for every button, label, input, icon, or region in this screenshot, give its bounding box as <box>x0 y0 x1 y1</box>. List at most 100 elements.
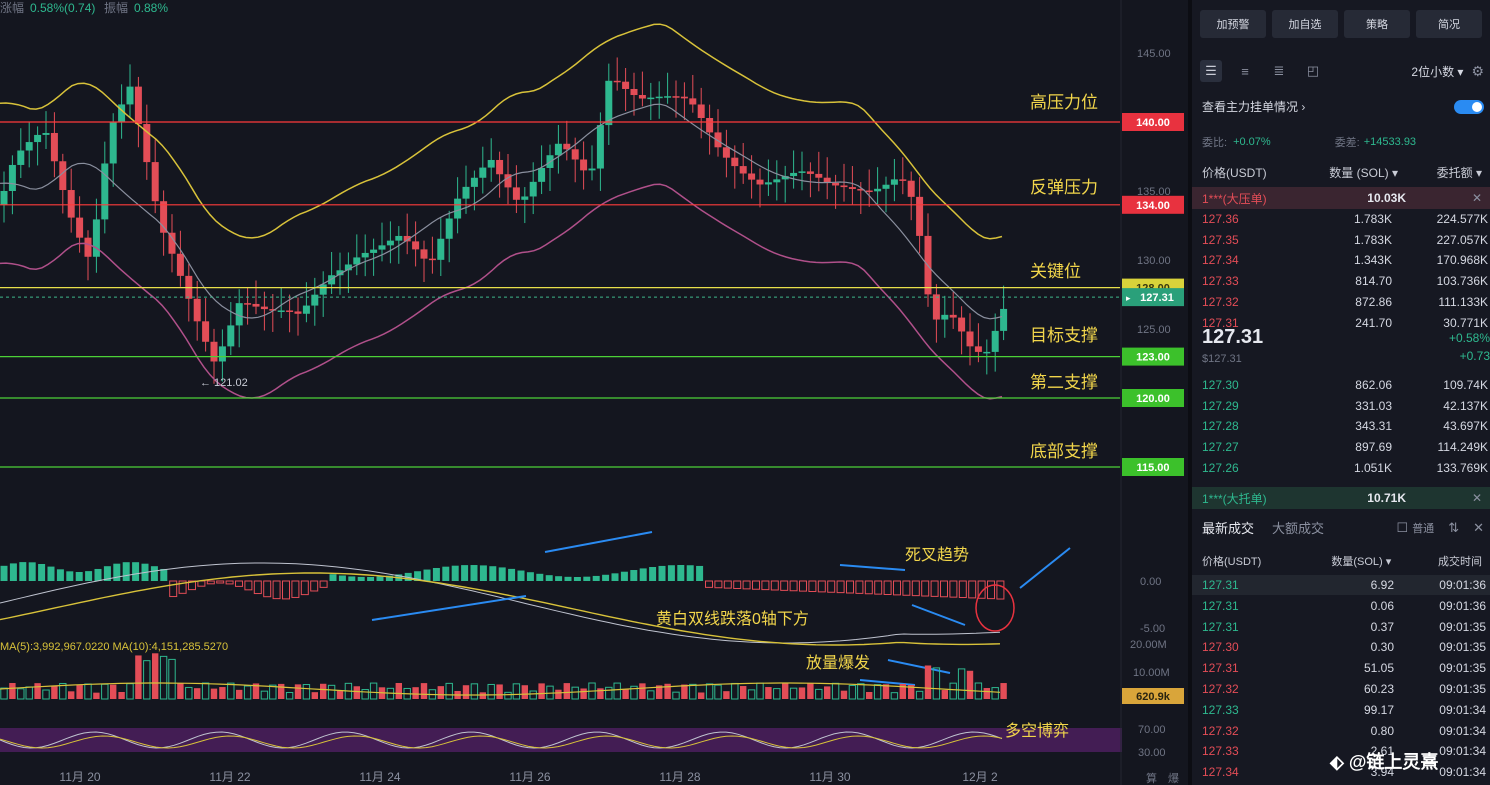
ask-row[interactable]: 127.31 241.70 30.771K <box>1192 313 1490 333</box>
trade-row[interactable]: 127.33 99.17 09:01:34 <box>1192 700 1490 720</box>
trade-row[interactable]: 127.31 0.06 09:01:36 <box>1192 596 1490 616</box>
add-watchlist-button[interactable]: 加自选 <box>1272 10 1338 38</box>
macd-bar <box>47 566 55 581</box>
tab-large-trades[interactable]: 大额成交 <box>1272 521 1325 536</box>
trade-row[interactable]: 127.34 3.94 09:01:34 <box>1192 762 1490 782</box>
volume-bar <box>521 685 528 699</box>
chart-area[interactable]: 涨幅 0.58%(0.74) 振幅 0.88% 145.00 140.00 135.00 13… <box>0 0 1188 785</box>
volume-current-tag <box>1122 688 1184 704</box>
annotation-arrow <box>859 679 916 686</box>
candle-body <box>630 88 638 96</box>
price-level-label: 高压力位 <box>1030 93 1098 112</box>
close-icon[interactable]: ✕ <box>1473 519 1484 535</box>
bid-row[interactable]: 127.28 343.31 43.697K <box>1192 416 1490 436</box>
volume-bar <box>201 682 210 700</box>
y-tick-label: 130.00 <box>1137 255 1171 267</box>
price-level-tag-text: 140.00 <box>1136 117 1170 129</box>
close-icon[interactable]: ✕ <box>1471 491 1482 505</box>
volume-bar <box>42 689 50 700</box>
big-order-toggle[interactable] <box>1454 99 1484 114</box>
candle-body <box>764 182 772 185</box>
ask-row[interactable]: 127.32 872.86 111.133K <box>1192 292 1490 312</box>
price-level-tag-text: 123.00 <box>1136 352 1170 364</box>
volume-bar <box>336 690 344 699</box>
trade-row[interactable]: 127.31 0.37 09:01:35 <box>1192 617 1490 637</box>
bid-row-total: 43.697K <box>1443 419 1488 434</box>
price-chart[interactable]: 涨幅 0.58%(0.74) 振幅 0.88% 145.00 140.00 135.00 13… <box>0 0 1188 785</box>
ask-row[interactable]: 127.34 1.343K 170.968K <box>1192 250 1490 270</box>
candle-body <box>983 351 991 354</box>
asks-only-icon[interactable]: ≣ <box>1273 63 1285 78</box>
ask-row[interactable]: 127.33 814.70 103.736K <box>1192 271 1490 291</box>
trade-row[interactable]: 127.32 0.80 09:01:34 <box>1192 721 1490 741</box>
volume-bar <box>143 660 151 700</box>
macd-bar <box>56 569 64 581</box>
candle-body <box>958 317 966 332</box>
candle-body <box>916 196 924 236</box>
candle-body <box>302 305 310 314</box>
trade-row[interactable]: 127.31 6.92 09:01:36 <box>1192 575 1490 595</box>
macd-bar <box>940 580 948 598</box>
side-panel: 加预警 加自选 策略 简况 ☰ ≡ ≣ ◰ 2位小数 ▾ ⚙ 查看主力挂单情况 … <box>1192 0 1490 785</box>
volume-bar <box>991 687 999 700</box>
ask-row[interactable]: 127.36 1.783K 224.577K <box>1192 209 1490 229</box>
ask-row-qty: 814.70 <box>1355 274 1392 289</box>
big-sell-bar[interactable]: 1***(大压单) 10.03K ✕ <box>1192 187 1490 209</box>
qty-header[interactable]: 数量 (SOL) ▾ <box>1329 165 1398 180</box>
sort-icon[interactable]: ⇅ <box>1448 519 1460 535</box>
bid-row[interactable]: 127.30 862.06 109.74K <box>1192 375 1490 395</box>
candle-body <box>722 147 730 158</box>
total-header[interactable]: 委托额 ▾ <box>1436 165 1482 180</box>
candle-body <box>529 181 537 197</box>
panel-divider[interactable] <box>1188 0 1192 785</box>
volume-bar <box>51 685 58 699</box>
volume-bar <box>152 653 159 699</box>
trade-row[interactable]: 127.31 51.05 09:01:35 <box>1192 658 1490 678</box>
close-icon[interactable]: ✕ <box>1471 191 1482 205</box>
depth-icon[interactable]: ◰ <box>1306 63 1320 78</box>
strategy-button[interactable]: 策略 <box>1344 10 1410 38</box>
volume-bar <box>361 689 369 700</box>
price-level-tag-text: 120.00 <box>1136 393 1170 405</box>
candle-body <box>622 81 630 89</box>
volume-bar <box>185 686 193 700</box>
bid-row[interactable]: 127.26 1.051K 133.769K <box>1192 458 1490 478</box>
bid-row-qty: 897.69 <box>1355 440 1392 455</box>
overview-button[interactable]: 简况 <box>1416 10 1482 38</box>
change-value: 0.58%(0.74) <box>30 1 95 15</box>
settings-icon[interactable]: ⚙ <box>1471 62 1484 79</box>
big-buy-bar[interactable]: 1***(大托单) 10.71K ✕ <box>1192 487 1490 509</box>
macd-bar <box>263 580 272 598</box>
trade-row[interactable]: 127.33 2.61 09:01:34 <box>1192 741 1490 761</box>
macd-bar <box>958 580 967 599</box>
y-tick-label: 125.00 <box>1137 324 1171 336</box>
kdj-axis-label: 70.00 <box>1138 724 1166 736</box>
candle-body <box>748 173 756 180</box>
bid-row[interactable]: 127.27 897.69 114.249K <box>1192 437 1490 457</box>
bids-only-icon[interactable]: ≡ <box>1241 63 1249 79</box>
ask-row[interactable]: 127.35 1.783K 227.057K <box>1192 230 1490 250</box>
macd-bar <box>282 580 290 600</box>
change-percent: +0.58% <box>1448 331 1490 345</box>
trade-qty-header[interactable]: 数量(SOL) ▾ <box>1331 556 1392 568</box>
decimal-select[interactable]: 2位小数 ▾ <box>1411 64 1464 79</box>
ask-row-total: 227.057K <box>1436 232 1488 247</box>
trade-row[interactable]: 127.30 0.30 09:01:35 <box>1192 637 1490 657</box>
both-sides-icon[interactable]: ☰ <box>1200 60 1222 82</box>
candle-body <box>756 179 764 185</box>
alert-button[interactable]: 加预警 <box>1200 10 1266 38</box>
big-order-toggle-row: 查看主力挂单情况 › <box>1202 98 1484 115</box>
bid-row[interactable]: 127.29 331.03 42.137K <box>1192 396 1490 416</box>
candle-body <box>34 134 42 143</box>
volume-bar <box>866 691 873 699</box>
big-sell-label: 1***(大压单) <box>1202 191 1267 206</box>
volume-ma-text: MA(5):3,992,967.0220 MA(10):4,151,285.52… <box>0 641 228 653</box>
candle-body <box>714 132 722 148</box>
tab-latest-trades[interactable]: 最新成交 <box>1202 521 1255 536</box>
big-buy-value: 10.71K <box>1367 491 1406 505</box>
checkbox-icon[interactable]: ☐ <box>1396 519 1409 535</box>
macd-bar <box>996 580 1005 600</box>
axis-corner-label: 算 <box>1146 771 1157 785</box>
trade-row[interactable]: 127.32 60.23 09:01:35 <box>1192 679 1490 699</box>
trade-time: 09:01:35 <box>1439 682 1486 696</box>
